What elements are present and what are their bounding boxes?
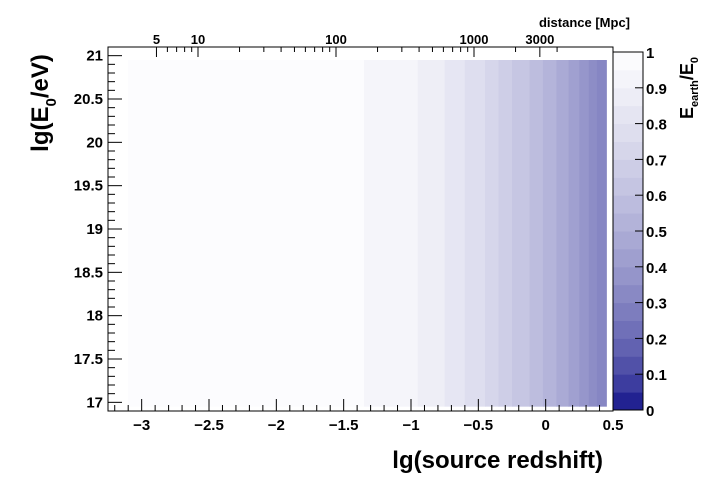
y-tick-label-4: 19 xyxy=(86,221,103,238)
top-tick-label-4: 3000 xyxy=(525,32,554,47)
heatmap-column-8 xyxy=(529,60,544,407)
y-axis-title-sub: 0 xyxy=(43,98,60,106)
y-axis-title-main: lg(E xyxy=(27,107,54,152)
colorbar-band-18 xyxy=(613,69,643,89)
top-tick-label-3: 1000 xyxy=(460,32,489,47)
x-axis-title: lg(source redshift) xyxy=(392,447,603,474)
colorbar-band-5 xyxy=(613,302,643,321)
x-tick-label-1: −2.5 xyxy=(194,417,224,434)
heatmap-column-11 xyxy=(568,60,580,407)
top-tick-label-2: 100 xyxy=(325,32,347,47)
colorbar-tick-label-1: 0.1 xyxy=(646,367,667,384)
x-tick-label-4: −1 xyxy=(402,417,419,434)
top-tick-label-1: 10 xyxy=(191,32,205,47)
colorbar-band-7 xyxy=(613,266,643,286)
heatmap-column-14 xyxy=(596,60,607,407)
heatmap-column-2 xyxy=(417,60,446,407)
y-tick-label-8: 21 xyxy=(86,48,103,65)
colorbar-tick-label-4: 0.4 xyxy=(646,260,668,277)
y-tick-label-2: 18 xyxy=(86,308,103,325)
colorbar-band-11 xyxy=(613,195,643,214)
x-tick-label-7: 0.5 xyxy=(603,417,624,434)
colorbar-band-13 xyxy=(613,159,643,178)
axes: −3 −2.5 −2 −1.5 −1 −0.5 0 0.5 17 17.5 18 18.5 19 19.5… xyxy=(74,32,668,434)
colorbar-band-17 xyxy=(613,87,643,107)
colorbar-tick-label-7: 0.7 xyxy=(646,152,667,169)
colorbar-band-9 xyxy=(613,231,643,250)
colorbar-band-8 xyxy=(613,248,643,268)
colorbar-band-1 xyxy=(613,374,643,393)
colorbar-tick-label-5: 0.5 xyxy=(646,224,667,241)
colorbar-title-sub: earth xyxy=(689,80,701,107)
y-tick-label-1: 17.5 xyxy=(74,351,103,368)
y-axis-title-tail: /eV) xyxy=(27,54,54,98)
colorbar-tick-label-3: 0.3 xyxy=(646,296,667,313)
colorbar-band-2 xyxy=(613,356,643,375)
colorbar-band-10 xyxy=(613,213,643,232)
y-tick-label-3: 18.5 xyxy=(74,264,103,281)
heatmap-column-0 xyxy=(128,60,365,407)
x-tick-label-6: 0 xyxy=(541,417,549,434)
colorbar-title-tail-sub: 0 xyxy=(689,57,701,63)
heatmap-column-3 xyxy=(444,60,466,407)
colorbar-band-12 xyxy=(613,177,643,196)
x-tick-label-2: −2 xyxy=(268,417,285,434)
colorbar-band-0 xyxy=(613,392,643,411)
colorbar-tick-label-2: 0.2 xyxy=(646,331,667,348)
colorbar-tick-label-6: 0.6 xyxy=(646,188,667,205)
colorbar-title: Eearth/E0 xyxy=(677,57,701,119)
colorbar-tick-label-9: 0.9 xyxy=(646,81,667,98)
colorbar-tick-label-10: 1 xyxy=(646,45,654,62)
top-tick-label-0: 5 xyxy=(153,32,160,47)
y-tick-label-5: 19.5 xyxy=(74,178,103,195)
y-tick-label-6: 20 xyxy=(86,134,103,151)
top-axis-title: distance [Mpc] xyxy=(539,15,630,30)
colorbar-tick-label-0: 0 xyxy=(646,403,654,420)
heatmap-column-12 xyxy=(579,60,590,407)
colorbar-band-14 xyxy=(613,141,643,160)
heatmap-column-4 xyxy=(464,60,486,407)
x-tick-label-5: −0.5 xyxy=(464,417,494,434)
colorbar-title-tail: /E xyxy=(677,63,697,80)
y-axis-title: lg(E0/eV) xyxy=(27,54,60,152)
heatmap-column-6 xyxy=(498,60,513,407)
heatmap-column-7 xyxy=(512,60,531,407)
colorbar-band-16 xyxy=(613,105,643,125)
heatmap-column-1 xyxy=(363,60,419,407)
heatmap-column-10 xyxy=(556,60,570,407)
colorbar xyxy=(613,52,643,411)
heatmap-column-5 xyxy=(485,60,500,407)
y-tick-label-0: 17 xyxy=(86,394,103,411)
colorbar-band-6 xyxy=(613,284,643,304)
colorbar-band-15 xyxy=(613,123,643,142)
colorbar-title-main: E xyxy=(677,107,697,119)
heatmap-column-9 xyxy=(542,60,558,407)
colorbar-band-4 xyxy=(613,320,643,339)
heatmap-cells xyxy=(128,60,607,407)
heatmap-column-13 xyxy=(588,60,598,407)
colorbar-tick-label-8: 0.8 xyxy=(646,117,667,134)
x-tick-label-0: −3 xyxy=(133,417,150,434)
colorbar-band-3 xyxy=(613,338,643,357)
colorbar-band-19 xyxy=(613,52,643,71)
y-tick-label-7: 20.5 xyxy=(74,91,103,108)
x-tick-label-3: −1.5 xyxy=(329,417,359,434)
